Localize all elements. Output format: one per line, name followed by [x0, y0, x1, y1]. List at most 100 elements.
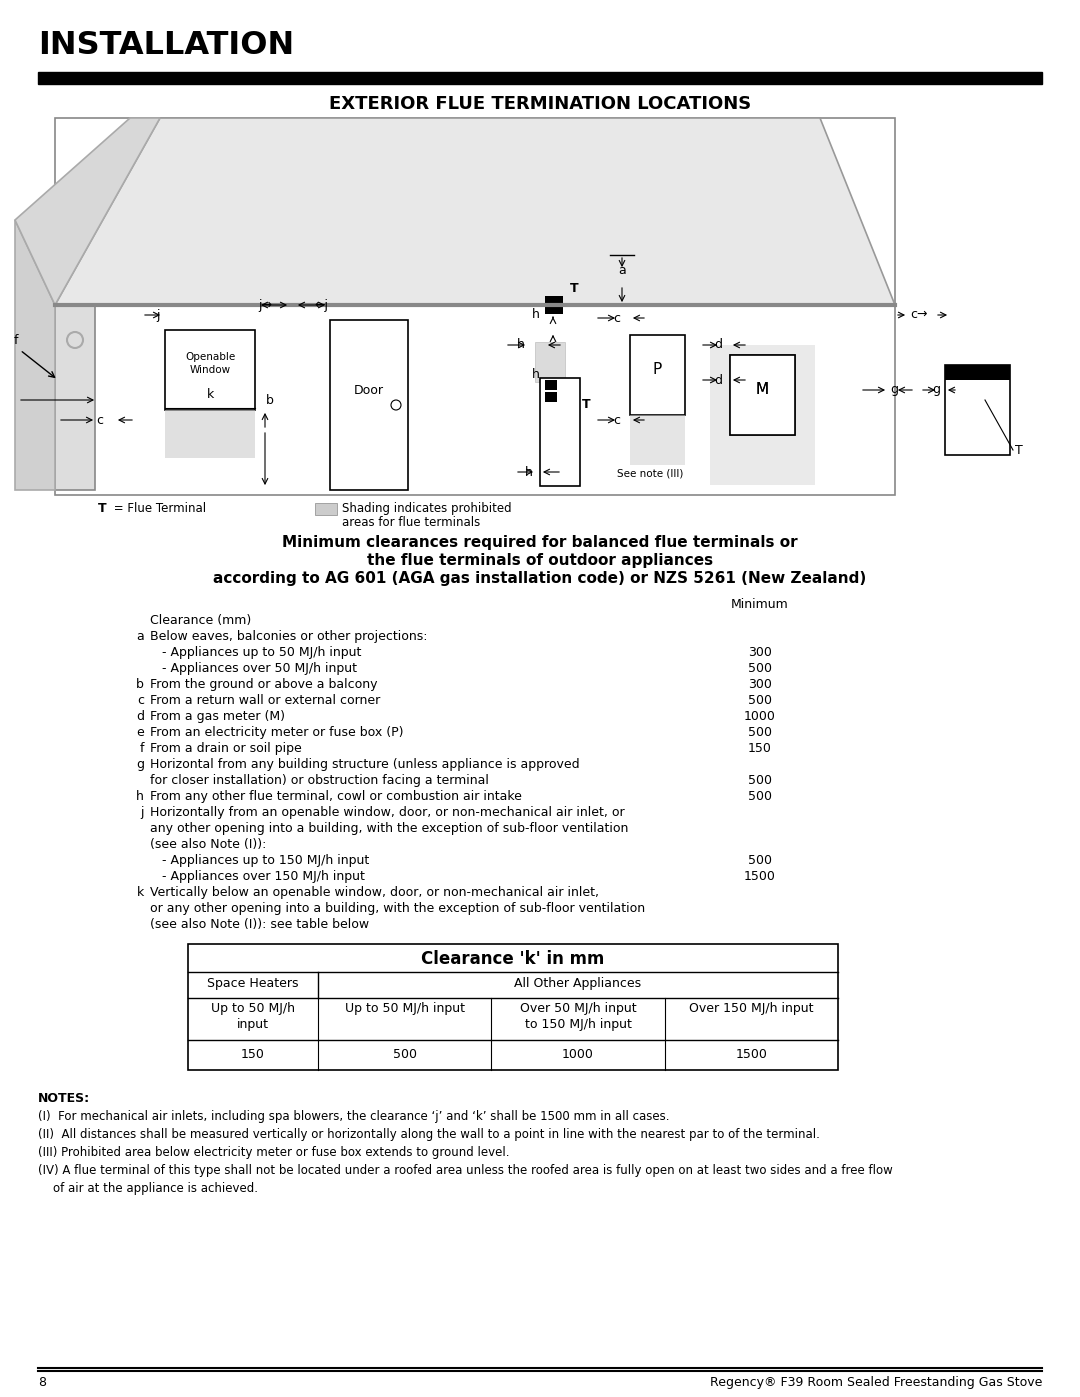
Text: input: input [237, 1018, 269, 1031]
Text: Regency® F39 Room Sealed Freestanding Gas Stove: Regency® F39 Room Sealed Freestanding Ga… [710, 1376, 1042, 1389]
Text: All Other Appliances: All Other Appliances [514, 977, 642, 990]
Text: Shading indicates prohibited: Shading indicates prohibited [342, 502, 512, 515]
Bar [188, 944, 838, 1070]
Text: Space Heaters: Space Heaters [207, 977, 299, 990]
Text: Horizontally from an openable window, door, or non-mechanical air inlet, or: Horizontally from an openable window, do… [150, 806, 624, 819]
Text: 1000: 1000 [744, 710, 775, 724]
Text: of air at the appliance is achieved.: of air at the appliance is achieved. [53, 1182, 258, 1194]
Text: ←j: ←j [314, 299, 328, 312]
Text: P: P [653, 362, 662, 377]
Text: for closer installation) or obstruction facing a terminal: for closer installation) or obstruction … [150, 774, 489, 787]
Text: c: c [613, 312, 620, 324]
Polygon shape [15, 117, 160, 305]
Text: h: h [517, 338, 525, 352]
Text: 500: 500 [748, 789, 772, 803]
Text: Vertically below an openable window, door, or non-mechanical air inlet,: Vertically below an openable window, doo… [150, 886, 599, 900]
Text: the flue terminals of outdoor appliances: the flue terminals of outdoor appliances [367, 553, 713, 569]
Text: T: T [582, 398, 591, 412]
Text: c→: c→ [910, 309, 928, 321]
Text: NOTES:: NOTES: [38, 1092, 90, 1105]
Text: f: f [13, 334, 18, 346]
Text: Door: Door [354, 384, 384, 397]
Text: T: T [570, 282, 579, 295]
Bar [55, 117, 895, 495]
Text: (IV) A flue terminal of this type shall not be located under a roofed area unles: (IV) A flue terminal of this type shall … [38, 1164, 893, 1178]
Bar [330, 320, 408, 490]
Text: T: T [97, 502, 106, 515]
Text: or any other opening into a building, with the exception of sub-floor ventilatio: or any other opening into a building, wi… [150, 902, 645, 915]
Text: a: a [136, 630, 144, 643]
Text: d: d [714, 373, 723, 387]
Text: - Appliances up to 150 MJ/h input: - Appliances up to 150 MJ/h input [150, 854, 369, 868]
Text: b: b [266, 394, 274, 407]
Text: according to AG 601 (AGA gas installation code) or NZS 5261 (New Zealand): according to AG 601 (AGA gas installatio… [214, 571, 866, 585]
Text: g: g [890, 384, 897, 397]
Text: 300: 300 [748, 678, 772, 692]
Text: From a gas meter (M): From a gas meter (M) [150, 710, 285, 724]
Bar [540, 379, 580, 486]
Text: 8: 8 [38, 1376, 46, 1389]
Text: c: c [137, 694, 144, 707]
Text: Clearance 'k' in mm: Clearance 'k' in mm [421, 950, 605, 968]
Bar [545, 380, 557, 390]
Text: (II)  All distances shall be measured vertically or horizontally along the wall : (II) All distances shall be measured ver… [38, 1127, 820, 1141]
Text: See note (III): See note (III) [617, 468, 684, 478]
Text: 300: 300 [748, 645, 772, 659]
Text: h: h [136, 789, 144, 803]
Text: areas for flue terminals: areas for flue terminals [342, 515, 481, 529]
Text: f: f [139, 742, 144, 754]
Bar [535, 342, 565, 381]
Bar [630, 415, 685, 465]
Text: 500: 500 [748, 726, 772, 739]
Text: From an electricity meter or fuse box (P): From an electricity meter or fuse box (P… [150, 726, 404, 739]
Text: From the ground or above a balcony: From the ground or above a balcony [150, 678, 378, 692]
Text: Openable: Openable [185, 352, 235, 362]
Text: Over 150 MJ/h input: Over 150 MJ/h input [689, 1002, 813, 1016]
Text: d: d [714, 338, 723, 352]
Polygon shape [15, 219, 55, 490]
Text: 150: 150 [241, 1048, 265, 1060]
Text: 500: 500 [748, 854, 772, 868]
Text: (see also Note (I)):: (see also Note (I)): [150, 838, 267, 851]
Text: = Flue Terminal: = Flue Terminal [110, 502, 206, 515]
Bar [38, 73, 1042, 84]
Text: c: c [613, 414, 620, 426]
Text: From any other flue terminal, cowl or combustion air intake: From any other flue terminal, cowl or co… [150, 789, 522, 803]
Text: j: j [140, 806, 144, 819]
Text: Up to 50 MJ/h input: Up to 50 MJ/h input [345, 1002, 464, 1016]
Text: to 150 MJ/h input: to 150 MJ/h input [525, 1018, 632, 1031]
Text: Minimum clearances required for balanced flue terminals or: Minimum clearances required for balanced… [282, 535, 798, 550]
Bar [710, 345, 815, 485]
Bar [165, 330, 255, 409]
Text: 500: 500 [748, 662, 772, 675]
Text: a: a [618, 264, 626, 277]
Text: k: k [137, 886, 144, 900]
Text: h: h [532, 309, 540, 321]
Text: INSTALLATION: INSTALLATION [38, 29, 294, 61]
Text: EXTERIOR FLUE TERMINATION LOCATIONS: EXTERIOR FLUE TERMINATION LOCATIONS [329, 95, 751, 113]
Bar [945, 365, 1010, 380]
Text: k: k [206, 388, 214, 401]
Text: Below eaves, balconies or other projections:: Below eaves, balconies or other projecti… [150, 630, 428, 643]
Text: c: c [96, 414, 104, 426]
Polygon shape [55, 305, 95, 490]
Text: 500: 500 [748, 774, 772, 787]
Text: From a drain or soil pipe: From a drain or soil pipe [150, 742, 301, 754]
Text: j→: j→ [258, 299, 272, 312]
Text: 500: 500 [393, 1048, 417, 1060]
Text: b: b [136, 678, 144, 692]
Text: 1500: 1500 [735, 1048, 767, 1060]
Text: Minimum: Minimum [731, 598, 788, 610]
Text: g: g [932, 384, 940, 397]
Bar [630, 335, 685, 415]
Text: Over 50 MJ/h input: Over 50 MJ/h input [519, 1002, 636, 1016]
Bar [315, 503, 337, 515]
Text: Horizontal from any building structure (unless appliance is approved: Horizontal from any building structure (… [150, 759, 580, 771]
Text: (I)  For mechanical air inlets, including spa blowers, the clearance ‘j’ and ‘k’: (I) For mechanical air inlets, including… [38, 1111, 670, 1123]
Polygon shape [55, 117, 895, 305]
Text: M: M [756, 383, 769, 398]
Bar [165, 409, 255, 458]
Text: M: M [756, 383, 769, 398]
Text: d: d [136, 710, 144, 724]
Bar [730, 355, 795, 434]
